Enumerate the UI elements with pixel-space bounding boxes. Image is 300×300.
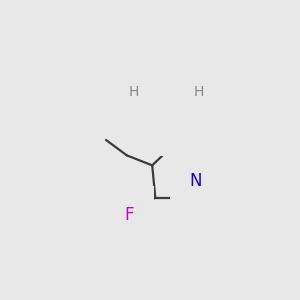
Text: B: B xyxy=(160,118,171,136)
Text: O: O xyxy=(181,99,194,117)
Text: H: H xyxy=(128,85,139,99)
Text: N: N xyxy=(190,172,202,190)
Text: F: F xyxy=(124,206,134,224)
Text: O: O xyxy=(138,99,151,117)
Text: H: H xyxy=(193,85,204,99)
